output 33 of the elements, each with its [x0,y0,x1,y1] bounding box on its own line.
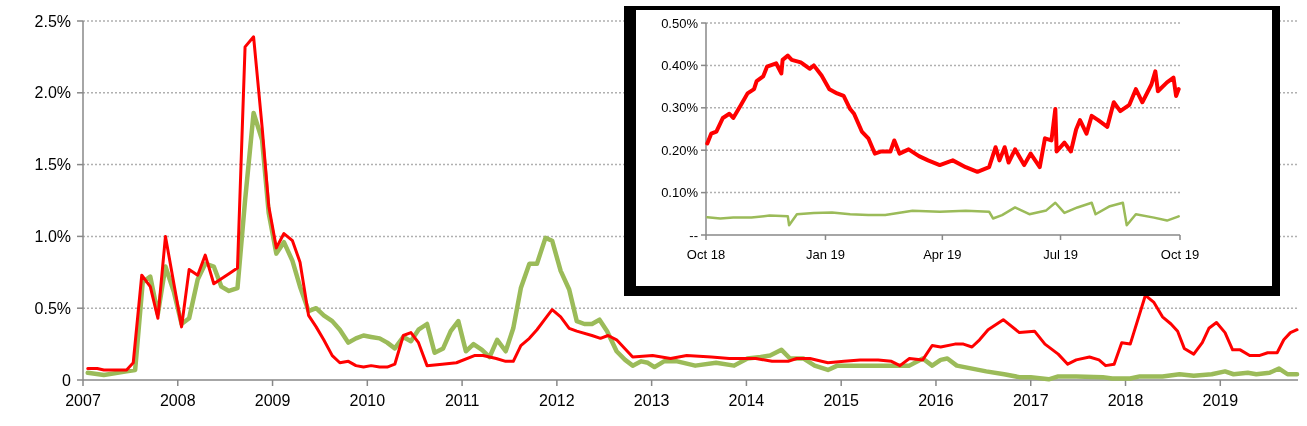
x-tick-label: Apr 19 [923,247,962,262]
x-tick-label: Jan 19 [805,247,845,262]
x-tick-label: 2013 [633,392,670,409]
line-series [705,53,1181,174]
y-tick-label: 0.30% [661,100,699,116]
y-tick-label: 2.5% [34,12,71,30]
y-tick-label: 0.40% [661,57,699,73]
x-tick-label: 2015 [823,392,860,409]
x-tick-label: 2018 [1107,392,1144,409]
x-tick-label: 2017 [1012,392,1049,409]
x-tick-label: 2007 [65,392,101,409]
y-tick-label: 0.20% [661,142,699,158]
x-tick-label: Oct 19 [1160,247,1200,262]
y-tick-label: 2.0% [34,84,71,102]
x-tick-label: 2019 [1202,392,1239,409]
x-tick-label: Jul 19 [1043,247,1078,262]
x-tick-label: 2012 [539,392,575,409]
x-tick-label: 2016 [918,392,954,409]
y-tick-label: 1.5% [34,156,71,174]
x-tick-label: Oct 18 [686,247,726,262]
line-series [706,201,1180,227]
y-tick-label: 0.5% [34,299,71,317]
y-tick-label: 0 [62,371,72,389]
y-tick-label: 1.0% [34,228,71,245]
x-tick-label: 2008 [159,392,196,409]
x-tick-label: 2010 [349,392,386,409]
x-tick-label: 2014 [728,392,765,409]
y-tick-label: 0.50% [661,15,699,31]
y-tick-label: -- [689,227,698,243]
x-tick-label: 2011 [444,392,480,409]
y-tick-label: 0.10% [661,185,699,201]
line-series [86,35,1299,372]
x-tick-label: 2009 [254,392,291,409]
